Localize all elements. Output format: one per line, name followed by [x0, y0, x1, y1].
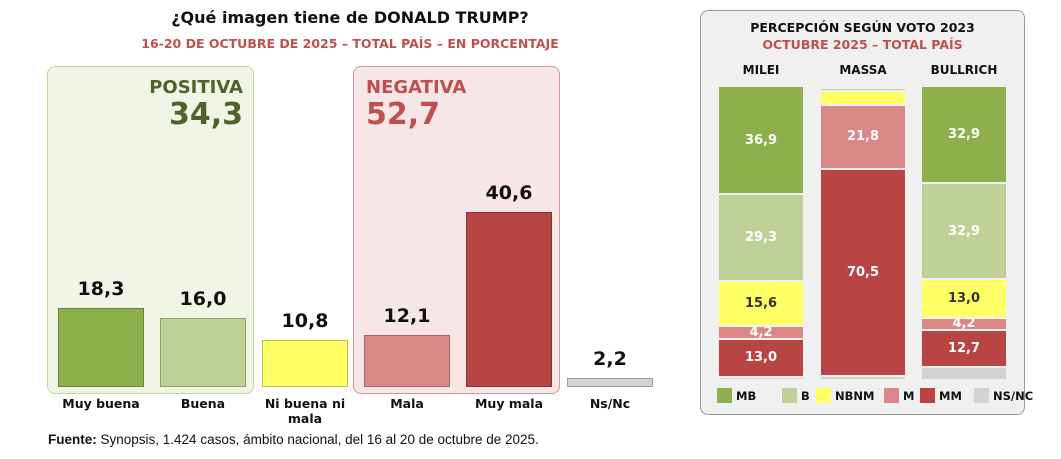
legend-swatch: [920, 388, 935, 403]
legend-swatch: [816, 388, 831, 403]
bar-0: [58, 308, 144, 387]
segment-MM: 70,5: [821, 169, 905, 378]
segment-MB: 32,9: [922, 87, 1006, 184]
segment-NS/NC: [719, 378, 803, 381]
panel-title: PERCEPCIÓN SEGÚN VOTO 2023: [750, 20, 975, 35]
legend-item: M: [884, 388, 914, 403]
segment-value: 32,9: [947, 223, 981, 239]
category-label: Mala: [390, 396, 424, 411]
column-name: MASSA: [839, 63, 887, 77]
chart-subtitle: 16-20 DE OCTUBRE DE 2025 – TOTAL PAÍS – …: [141, 36, 559, 51]
source-note: Fuente: Synopsis, 1.424 casos, ámbito na…: [48, 432, 539, 447]
segment-value: 21,8: [846, 129, 880, 145]
legend-swatch: [974, 388, 989, 403]
segment-value: 4,2: [952, 316, 976, 332]
bar-value-label: 2,2: [593, 347, 627, 370]
column-name: MILEI: [742, 63, 780, 77]
legend-swatch: [782, 388, 797, 403]
segment-value: 32,9: [947, 126, 981, 142]
source-text: Synopsis, 1.424 casos, ámbito nacional, …: [96, 432, 539, 447]
segment-NBNM: 15,6: [719, 281, 803, 328]
panel-subtitle: OCTUBRE 2025 – TOTAL PAÍS: [762, 37, 963, 52]
category-label: Muy mala: [474, 396, 544, 411]
legend-label: M: [903, 388, 915, 403]
legend-label: MM: [939, 388, 962, 403]
segment-MB: [821, 87, 905, 90]
legend-item: B: [782, 388, 810, 403]
bar-value-label: 18,3: [77, 278, 125, 301]
positive-value: 34,3: [168, 97, 243, 132]
legend-label: B: [801, 388, 810, 403]
segment-value: 70,5: [846, 265, 880, 281]
category-label: Ni buena ni mala: [264, 396, 346, 426]
negative-value: 52,7: [366, 97, 441, 132]
segment-M: 21,8: [821, 105, 905, 170]
category-label: Muy buena: [62, 396, 140, 411]
column-name: BULLRICH: [930, 63, 998, 77]
segment-value: 15,6: [744, 296, 778, 312]
segment-B: 29,3: [719, 195, 803, 282]
segment-NBNM: 13,0: [922, 280, 1006, 319]
legend-swatch: [717, 388, 732, 403]
segment-B: [821, 89, 905, 93]
bar-4: [466, 212, 552, 387]
legend-label: MB: [736, 388, 757, 403]
legend-item: MB: [717, 388, 756, 403]
legend-label: NS/NC: [993, 388, 1034, 403]
segment-value: 4,2: [749, 325, 773, 341]
bar-value-label: 16,0: [179, 288, 227, 311]
category-label: Buena: [180, 396, 226, 411]
segment-NS/NC: [922, 368, 1006, 381]
legend-swatch: [884, 388, 899, 403]
legend-label: NBNM: [835, 388, 875, 403]
segment-value: 13,0: [744, 350, 778, 366]
bar-value-label: 12,1: [383, 304, 431, 327]
category-label: Ns/Nc: [589, 396, 631, 411]
legend-item: NS/NC: [974, 388, 1033, 403]
bar-2: [262, 340, 348, 387]
segment-B: 32,9: [922, 183, 1006, 281]
positive-label: POSITIVA: [149, 77, 243, 98]
segment-M: 4,2: [922, 316, 1006, 332]
bar-3: [364, 334, 450, 387]
bar-5: [567, 377, 653, 387]
bar-value-label: 40,6: [485, 182, 533, 204]
negative-label: NEGATIVA: [366, 77, 467, 98]
segment-value: 36,9: [744, 132, 778, 148]
bar-value-label: 10,8: [281, 310, 329, 333]
legend-item: NBNM: [816, 388, 874, 403]
segment-value: 29,3: [744, 230, 778, 246]
segment-NS/NC: [821, 377, 905, 381]
source-label: Fuente:: [48, 432, 97, 447]
segment-M: 4,2: [719, 325, 803, 341]
segment-MM: 12,7: [922, 331, 1006, 369]
segment-NBNM: [821, 92, 905, 106]
legend-item: MM: [920, 388, 962, 403]
segment-MB: 36,9: [719, 87, 803, 196]
segment-MM: 13,0: [719, 339, 803, 379]
chart-title: ¿Qué imagen tiene de DONALD TRUMP?: [171, 8, 529, 27]
segment-value: 13,0: [947, 291, 981, 307]
bar-1: [160, 318, 246, 387]
segment-value: 12,7: [947, 341, 981, 357]
